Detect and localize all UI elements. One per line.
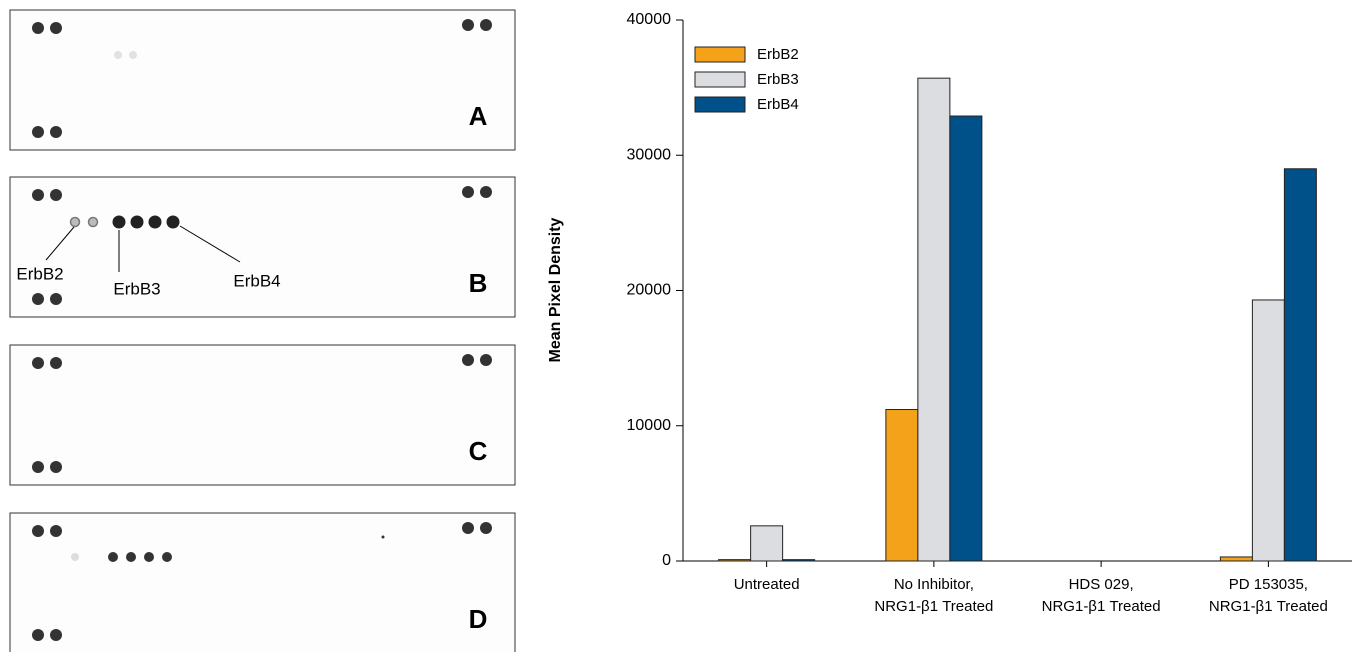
bar — [1283, 168, 1317, 562]
y-tick-label: 10000 — [627, 417, 672, 434]
annotation-line — [45, 226, 75, 261]
reference-dot — [50, 293, 62, 305]
bar — [917, 77, 951, 562]
panel-label: C — [469, 436, 488, 466]
reference-dot — [32, 525, 44, 537]
blot-frame — [9, 344, 516, 486]
reference-dot — [32, 22, 44, 34]
blot-frame — [9, 512, 516, 652]
spot — [69, 216, 81, 228]
reference-dot — [480, 186, 492, 198]
reference-dot — [32, 189, 44, 201]
reference-dot — [32, 357, 44, 369]
legend-label: ErbB2 — [757, 46, 799, 63]
bar — [782, 559, 816, 562]
annotation: ErbB4 — [233, 271, 280, 290]
spot — [166, 215, 180, 229]
y-axis-label: Mean Pixel Density — [547, 217, 564, 362]
spot — [71, 553, 79, 561]
panel-label: B — [469, 268, 488, 298]
spot — [144, 552, 154, 562]
y-tick-label: 20000 — [627, 282, 672, 299]
x-tick-label: PD 153035, NRG1-β1 Treated — [1209, 576, 1328, 615]
reference-dot — [462, 522, 474, 534]
reference-dot — [50, 357, 62, 369]
chart: Mean Pixel Density 0 10000 20000 30000 40000… — [547, 11, 1352, 615]
x-tick-label: No Inhibitor, NRG1-β1 Treated — [874, 576, 993, 615]
bar — [949, 115, 983, 562]
reference-dot — [480, 522, 492, 534]
reference-dot — [480, 354, 492, 366]
spot — [129, 51, 137, 59]
spot — [87, 216, 99, 228]
bar — [1251, 299, 1285, 562]
reference-dot — [462, 19, 474, 31]
reference-dot — [462, 186, 474, 198]
legend-swatch — [694, 46, 746, 63]
spot — [114, 51, 122, 59]
y-tick-label: 30000 — [627, 146, 672, 163]
bar — [885, 409, 919, 562]
legend-label: ErbB4 — [757, 96, 799, 113]
spot — [126, 552, 136, 562]
reference-dot — [50, 126, 62, 138]
panel-label: D — [469, 604, 488, 634]
reference-dot — [32, 126, 44, 138]
bar — [718, 559, 752, 562]
x-tick-label: Untreated — [734, 576, 800, 593]
reference-dot — [32, 293, 44, 305]
reference-dot — [32, 461, 44, 473]
reference-dot — [50, 22, 62, 34]
spot — [112, 215, 126, 229]
reference-dot — [50, 461, 62, 473]
legend-swatch — [694, 96, 746, 113]
x-tick-label: HDS 029, NRG1-β1 Treated — [1042, 576, 1161, 615]
spot — [148, 215, 162, 229]
blot-panels: A B C D ErbB2 ErbB3 ErbB4 — [9, 9, 516, 652]
annotation: ErbB3 — [113, 279, 160, 298]
y-tick-label: 40000 — [627, 11, 672, 28]
spot — [162, 552, 172, 562]
reference-dot — [50, 525, 62, 537]
spot — [130, 215, 144, 229]
spot — [381, 535, 385, 539]
bar — [750, 525, 784, 562]
legend-label: ErbB3 — [757, 71, 799, 88]
annotation-line — [179, 225, 241, 263]
blot-frame — [9, 176, 516, 318]
reference-dot — [462, 354, 474, 366]
reference-dot — [32, 629, 44, 641]
reference-dot — [50, 189, 62, 201]
spot — [108, 552, 118, 562]
panel-label: A — [469, 101, 488, 131]
reference-dot — [480, 19, 492, 31]
legend-swatch — [694, 71, 746, 88]
blot-frame — [9, 9, 516, 151]
reference-dot — [50, 629, 62, 641]
y-tick-label: 0 — [662, 552, 671, 569]
annotation: ErbB2 — [16, 264, 63, 283]
bar — [1219, 556, 1253, 562]
